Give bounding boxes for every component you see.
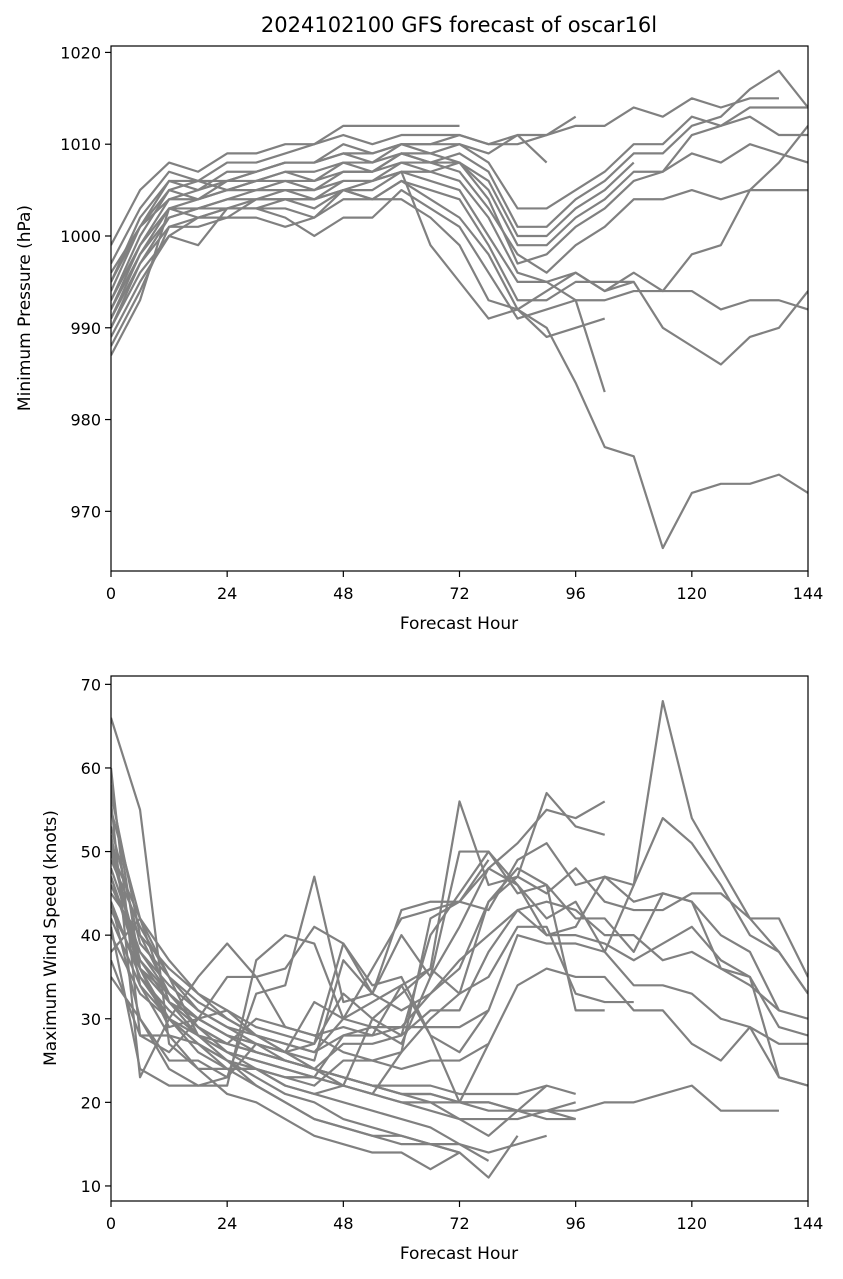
wind-ticks-layer: 0 24 48 72 96 120 144 10 20 30 40 50 60 70 (81, 675, 824, 1233)
pressure-x-tick-label: 24 (217, 584, 237, 603)
pressure-chart: 2024102100 GFS forecast of oscar16l 0 24 4… (15, 13, 823, 634)
pressure-series-line-11 (111, 125, 808, 301)
wind-x-tick-label: 72 (449, 1214, 469, 1233)
pressure-series-line-16 (111, 189, 606, 347)
pressure-series-line-1 (111, 124, 460, 246)
wind-y-tick-label: 50 (81, 843, 101, 862)
wind-x-tick-label: 48 (333, 1214, 353, 1233)
wind-y-tick-label: 10 (81, 1177, 101, 1196)
wind-y-axis-label: Maximum Wind Speed (knots) (41, 810, 61, 1066)
wind-series-line-17 (111, 918, 808, 1087)
pressure-x-tick-label: 144 (793, 584, 824, 603)
wind-y-tick-label: 40 (81, 926, 101, 945)
pressure-y-tick-label: 970 (70, 502, 101, 521)
pressure-ticks-layer: 0 24 48 72 96 120 144 970 980 990 1000 1010 1020 (60, 43, 823, 603)
pressure-chart-title: 2024102100 GFS forecast of oscar16l (261, 13, 657, 37)
wind-series-line-6 (111, 784, 519, 1179)
wind-x-axis-label: Forecast Hour (400, 1244, 518, 1264)
wind-series-line-13 (111, 817, 808, 1054)
wind-x-tick-label: 96 (565, 1214, 585, 1233)
pressure-y-tick-label: 1020 (60, 43, 101, 62)
wind-series-line-24 (111, 767, 605, 1054)
pressure-x-axis-label: Forecast Hour (400, 614, 518, 634)
pressure-x-tick-label: 0 (106, 584, 116, 603)
wind-series-line-16 (111, 901, 808, 1079)
wind-series-layer (111, 699, 808, 1179)
pressure-y-axis-label: Minimum Pressure (hPa) (15, 205, 35, 411)
pressure-y-tick-label: 1000 (60, 227, 101, 246)
pressure-x-tick-label: 72 (449, 584, 469, 603)
pressure-series-layer (111, 69, 808, 550)
pressure-series-line-2 (111, 115, 577, 265)
wind-series-line-21 (111, 717, 606, 1087)
pressure-y-tick-label: 1010 (60, 135, 101, 154)
pressure-x-tick-label: 48 (333, 584, 353, 603)
wind-y-tick-label: 20 (81, 1093, 101, 1112)
wind-x-tick-label: 24 (217, 1214, 237, 1233)
wind-series-line-23 (111, 801, 634, 1079)
wind-series-line-26 (111, 926, 490, 1087)
wind-x-tick-label: 144 (793, 1214, 824, 1233)
pressure-y-tick-label: 980 (70, 411, 101, 430)
wind-y-tick-label: 70 (81, 675, 101, 694)
pressure-series-line-15 (111, 189, 606, 393)
wind-series-line-10 (111, 884, 576, 1096)
wind-x-tick-label: 0 (106, 1214, 116, 1233)
wind-chart: 0 24 48 72 96 120 144 10 20 30 40 50 60 70 Forecast H… (41, 675, 823, 1264)
pressure-x-tick-label: 96 (565, 584, 585, 603)
wind-series-line-14 (111, 851, 808, 1062)
wind-y-tick-label: 60 (81, 759, 101, 778)
pressure-x-tick-label: 120 (677, 584, 708, 603)
pressure-series-line-4 (111, 97, 779, 292)
wind-series-line-27 (111, 859, 490, 1087)
pressure-series-line-10 (111, 152, 808, 283)
pressure-series-line-17 (111, 170, 635, 356)
wind-series-line-19 (111, 859, 808, 1054)
wind-series-line-22 (111, 800, 606, 1054)
wind-y-tick-label: 30 (81, 1010, 101, 1029)
wind-x-tick-label: 120 (677, 1214, 708, 1233)
pressure-y-tick-label: 990 (70, 319, 101, 338)
